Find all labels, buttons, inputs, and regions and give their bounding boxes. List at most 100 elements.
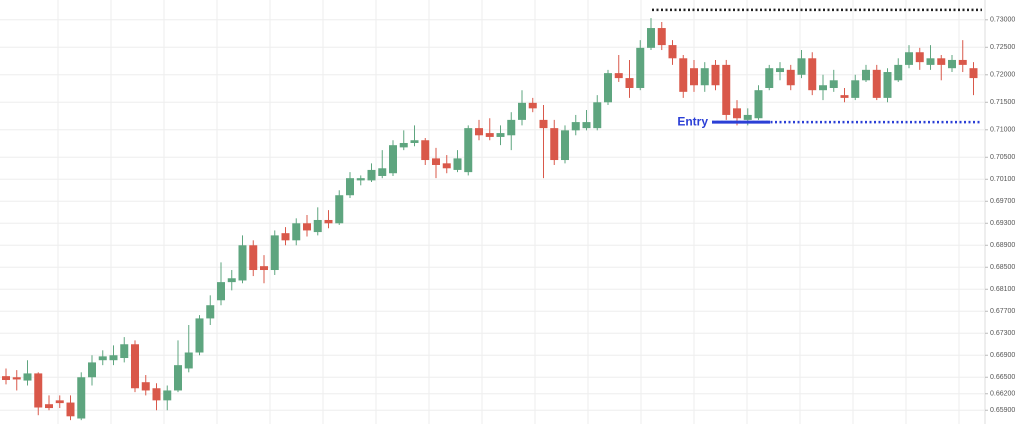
candle-body	[550, 128, 559, 161]
candle-body	[141, 382, 150, 391]
candle-body	[389, 145, 397, 174]
candle-body	[851, 80, 860, 98]
candle-body	[98, 356, 107, 361]
candle-body	[700, 68, 709, 86]
y-tick-label: 0.72500	[990, 44, 1015, 51]
y-tick-label: 0.71500	[990, 99, 1015, 106]
candle-body	[862, 69, 870, 81]
y-tick-label: 0.66500	[990, 374, 1015, 381]
y-tick-label: 0.67700	[990, 308, 1015, 315]
candle-body	[926, 58, 935, 65]
candle-body	[614, 73, 623, 79]
candle-body	[120, 344, 129, 359]
candle-body	[346, 178, 354, 196]
candle-body	[23, 373, 32, 381]
y-tick-label: 0.69700	[990, 198, 1015, 205]
candle-body	[561, 130, 569, 161]
candle-body	[690, 68, 698, 86]
y-tick-label: 0.68100	[990, 286, 1015, 293]
candle-body	[496, 133, 505, 137]
candle-body	[948, 59, 956, 69]
candle-body	[969, 68, 978, 79]
candle-body	[958, 59, 967, 65]
y-tick-label: 0.66900	[990, 352, 1015, 359]
candle-body	[872, 69, 881, 98]
candle-body	[819, 85, 827, 91]
candle-body	[260, 266, 268, 271]
candle-body	[668, 45, 677, 59]
candle-body	[518, 102, 526, 120]
candle-body	[507, 119, 516, 136]
candle-body	[743, 114, 752, 120]
candle-body	[77, 377, 86, 419]
y-tick-label: 0.67300	[990, 330, 1015, 337]
candle-body	[453, 158, 462, 170]
candle-body	[2, 376, 10, 381]
y-tick-label: 0.68500	[990, 264, 1015, 271]
candle-body	[324, 219, 333, 224]
candle-body	[765, 68, 774, 88]
candle-body	[829, 80, 838, 88]
candle-body	[131, 344, 139, 389]
candle-body	[776, 68, 784, 73]
candle-body	[647, 28, 655, 48]
candle-body	[894, 64, 903, 81]
candle-body	[528, 102, 537, 109]
candle-body	[797, 58, 806, 75]
candle-body	[238, 245, 247, 281]
candle-body	[184, 352, 193, 369]
candle-body	[163, 390, 172, 401]
candle-body	[356, 178, 365, 181]
candle-body	[485, 133, 494, 137]
candle-body	[711, 64, 720, 86]
candle-body	[227, 278, 236, 283]
y-tick-label: 0.66200	[990, 391, 1015, 398]
candle-body	[539, 119, 548, 129]
y-tick-label: 0.68900	[990, 242, 1015, 249]
candle-body	[593, 102, 602, 129]
candle-body	[571, 122, 580, 131]
y-tick-label: 0.69300	[990, 220, 1015, 227]
candle-body	[45, 404, 53, 409]
y-tick-label: 0.72000	[990, 72, 1015, 79]
entry-label: Entry	[677, 114, 708, 128]
candle-body	[604, 73, 612, 103]
candle-body	[722, 64, 731, 115]
candle-body	[217, 282, 225, 301]
candle-body	[464, 128, 473, 173]
candle-body	[66, 402, 75, 417]
candle-body	[195, 318, 204, 353]
y-tick-label: 0.71000	[990, 127, 1015, 134]
candle-body	[206, 305, 215, 319]
candle-body	[378, 168, 387, 176]
y-tick-label: 0.70100	[990, 176, 1015, 183]
y-tick-label: 0.70500	[990, 154, 1015, 161]
candle-body	[367, 169, 376, 181]
y-tick-label: 0.65900	[990, 407, 1015, 414]
candle-body	[292, 223, 301, 241]
candle-body	[937, 58, 946, 65]
candle-body	[442, 163, 451, 169]
candle-body	[313, 219, 322, 233]
candle-body	[883, 72, 892, 98]
candle-body	[657, 28, 666, 46]
candle-body	[335, 195, 344, 224]
candle-body	[754, 90, 763, 119]
candle-body	[34, 373, 43, 408]
candle-body	[733, 108, 741, 119]
candle-body	[109, 355, 118, 361]
candle-body	[625, 78, 634, 88]
candle-body	[303, 223, 311, 231]
candle-body	[421, 140, 430, 161]
candle-body	[270, 235, 279, 271]
candle-body	[88, 362, 96, 378]
candle-body	[905, 52, 913, 65]
candle-body	[410, 140, 419, 143]
candle-body	[915, 52, 924, 63]
candle-body	[249, 245, 258, 271]
candle-body	[399, 142, 408, 148]
candle-body	[432, 158, 440, 165]
